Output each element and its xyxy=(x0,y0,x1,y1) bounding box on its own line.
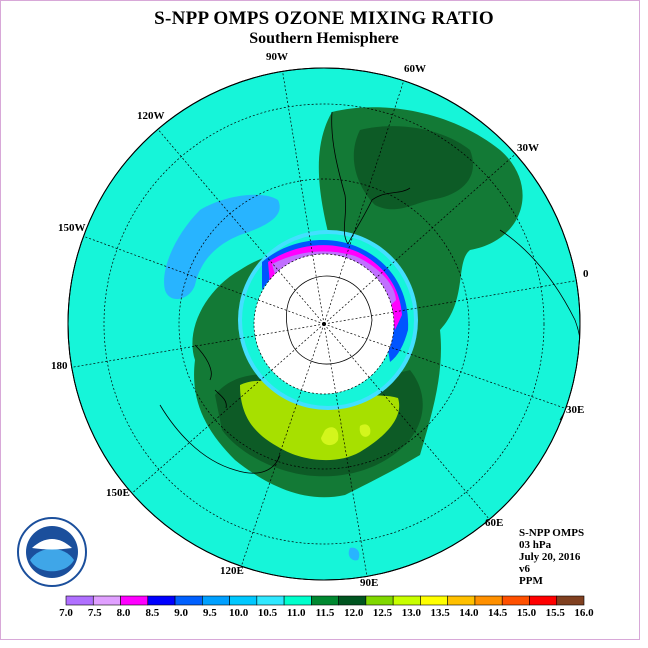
colorbar-tick-label: 8.0 xyxy=(116,607,131,619)
label-150e: 150E xyxy=(106,487,130,499)
parallel-80s xyxy=(253,253,395,395)
colorbar-tick-label: 12.5 xyxy=(372,607,393,619)
noaa-logo xyxy=(17,517,87,587)
colorbar-swatch xyxy=(474,595,503,606)
colorbar-swatch xyxy=(420,595,448,606)
colorbar-tick-label: 9.0 xyxy=(174,607,188,619)
colorbar-tick-label: 11.0 xyxy=(286,607,306,619)
colorbar-swatch xyxy=(501,595,530,606)
colorbar-swatch xyxy=(229,595,258,606)
colorbar-tick-label: 12.0 xyxy=(344,607,364,619)
colorbar-swatch xyxy=(256,595,285,606)
label-180: 180 xyxy=(51,360,68,372)
chart-subtitle: Southern Hemisphere xyxy=(249,30,399,47)
colorbar-swatch xyxy=(174,595,203,606)
label-120w: 120W xyxy=(137,110,165,122)
info-units: PPM xyxy=(519,575,543,587)
colorbar-swatch xyxy=(365,595,394,606)
parallel-30s xyxy=(103,103,545,545)
label-150w: 150W xyxy=(58,222,86,234)
antarctica-coastline xyxy=(286,275,373,365)
meridian-4 xyxy=(323,279,580,325)
info-version: v6 xyxy=(519,563,530,575)
colorbar-swatch xyxy=(556,595,585,606)
meridian-9 xyxy=(129,323,325,496)
meridian-8 xyxy=(239,323,325,571)
south-america-coastline xyxy=(331,111,411,245)
colorbar-swatch xyxy=(311,595,339,606)
label-90e: 90E xyxy=(360,577,379,589)
colorbar-tick-label: 8.5 xyxy=(145,607,160,619)
lime-region-2 xyxy=(359,424,371,437)
meridian-11 xyxy=(79,234,325,325)
meridian-5 xyxy=(323,323,571,411)
label-0: 0 xyxy=(583,268,589,280)
new-zealand-coastline xyxy=(194,344,227,409)
meridian-12 xyxy=(149,119,325,325)
meridian-1 xyxy=(281,68,325,325)
parallel-60s xyxy=(178,178,470,470)
label-60e: 60E xyxy=(485,517,504,529)
light-blue-patch-west xyxy=(164,194,280,300)
colorbar-tick-label: 15.0 xyxy=(516,607,537,619)
colorbar-tick-label: 7.0 xyxy=(59,607,73,619)
colorbar xyxy=(65,595,585,606)
colorbar-swatch xyxy=(338,595,367,606)
label-60w: 60W xyxy=(404,63,426,75)
info-level: 03 hPa xyxy=(519,539,552,551)
info-date: July 20, 2016 xyxy=(519,551,581,563)
colorbar-swatch xyxy=(65,595,94,606)
colorbar-tick-label: 7.5 xyxy=(87,607,102,619)
colorbar-tick-label: 11.5 xyxy=(315,607,335,619)
colorbar-swatch xyxy=(283,595,312,606)
lime-region-1 xyxy=(321,427,339,446)
colorbar-swatch xyxy=(529,595,558,606)
colorbar-tick-label: 9.5 xyxy=(203,607,217,619)
colorbar-swatch xyxy=(92,595,121,606)
chart-title: S-NPP OMPS OZONE MIXING RATIO xyxy=(154,8,494,29)
meridian-6 xyxy=(323,323,491,521)
colorbar-tick-label: 13.5 xyxy=(430,607,450,619)
meridian-2 xyxy=(323,79,405,325)
label-90w: 90W xyxy=(266,51,288,63)
colorbar-swatch xyxy=(392,595,421,606)
label-30e: 30E xyxy=(566,404,585,416)
info-instrument: S-NPP OMPS xyxy=(519,527,585,539)
colorbar-tick-label: 15.5 xyxy=(545,607,565,619)
colorbar-tick-label: 10.0 xyxy=(229,607,249,619)
label-30w: 30W xyxy=(517,142,539,154)
colorbar-tick-label: 10.5 xyxy=(257,607,278,619)
figure-frame xyxy=(0,0,640,640)
colorbar-tick-label: 14.0 xyxy=(459,607,479,619)
meridian-10 xyxy=(68,323,325,369)
colorbar-tick-label: 16.0 xyxy=(574,607,594,619)
colorbar-swatch xyxy=(120,595,149,606)
colorbar-swatch xyxy=(202,595,230,606)
colorbar-tick-label: 13.0 xyxy=(401,607,421,619)
australia-coastline xyxy=(159,404,281,474)
darker-green-core xyxy=(353,126,474,210)
label-120e: 120E xyxy=(220,565,244,577)
colorbar-swatch xyxy=(147,595,176,606)
light-blue-patch-small xyxy=(348,547,360,561)
colorbar-swatch xyxy=(447,595,476,606)
colorbar-tick-label: 14.5 xyxy=(488,607,508,619)
